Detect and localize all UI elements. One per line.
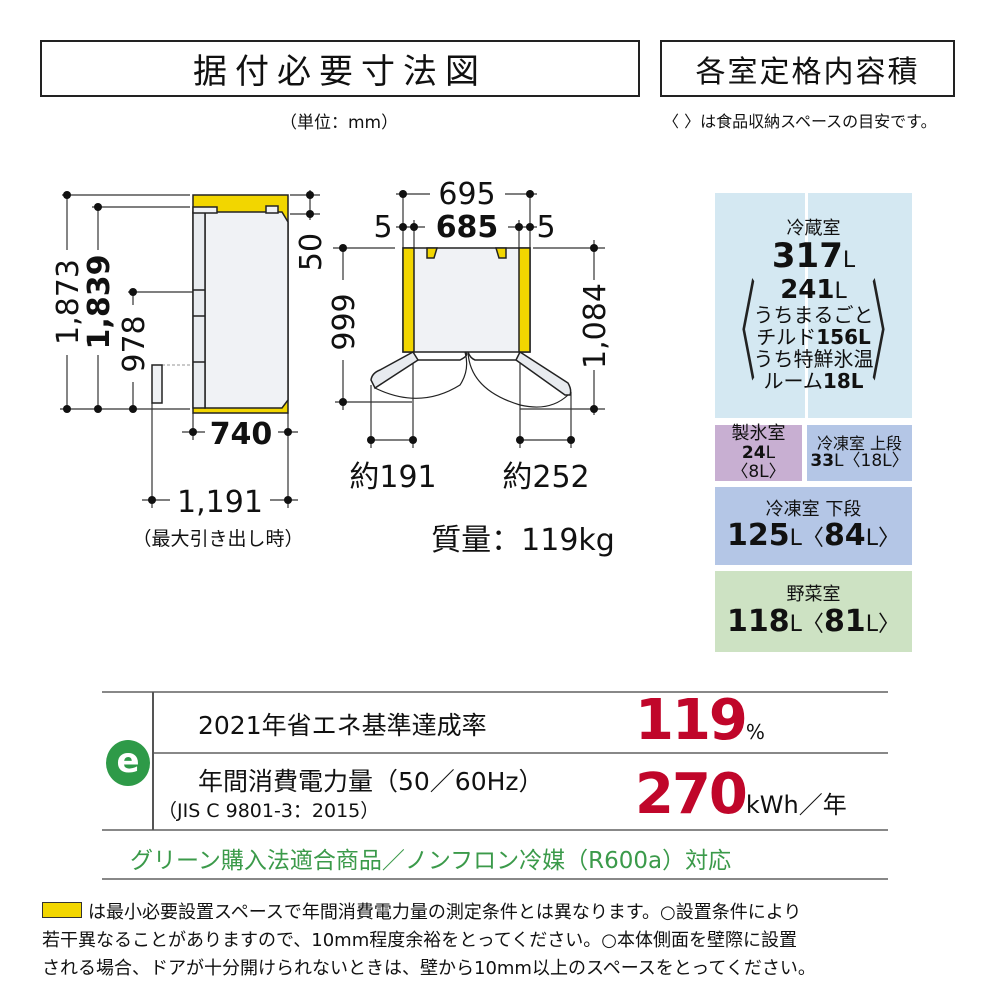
bracket: 〈 (801, 526, 824, 552)
page-title: 据付必要寸法図 (40, 40, 640, 97)
title-text: 据付必要寸法図 (193, 52, 487, 92)
fridge-total: 317 (771, 236, 843, 277)
divider (102, 878, 888, 880)
footer-line-2: 若干異なることがありますので、10mm程度余裕をとってください。○本体側面を壁際… (42, 930, 797, 951)
energy-power-value: 270 (635, 762, 748, 827)
clearance-swatch (42, 902, 82, 918)
panel-vegetable: 野菜室 118L〈81L〉 (715, 571, 912, 652)
footer-line-3: される場合、ドアが十分開けられないときは、壁から10mm以上のスペースをとってく… (42, 958, 816, 979)
energy-rate-unit: % (745, 720, 765, 744)
dim-width-total: 695 (438, 177, 495, 212)
chilled-label-1: うちまるごと (753, 303, 874, 328)
dim-right-door-swing: 約252 (502, 460, 589, 495)
ice-value: 24 (741, 443, 766, 464)
energy-rate-value: 119 (635, 688, 748, 753)
energy-power-label: 年間消費電力量（50／60Hz） (198, 767, 544, 796)
dim-depth-drawer-open: 1,191 (177, 485, 263, 520)
unit: L (834, 278, 847, 304)
energy-rate-label: 2021年省エネ基準達成率 (198, 711, 487, 740)
panel-freezer-lower: 冷凍室 下段 125L〈84L〉 (715, 487, 912, 565)
eco-logo-letter: e (116, 741, 140, 781)
divider (102, 691, 888, 693)
dim-door-depth: 999 (327, 293, 362, 350)
divider (153, 752, 888, 754)
vegetable-storage: 81 (823, 603, 866, 639)
divider (102, 829, 888, 831)
vegetable-label: 野菜室 (786, 584, 841, 606)
unit: L (834, 451, 844, 472)
chilled-value: 156L (816, 325, 871, 350)
panel-freezer-upper: 冷凍室 上段 33L〈18L〉 (807, 425, 912, 481)
freezer-lower-label: 冷凍室 下段 (765, 498, 862, 520)
mass: 質量：119kg (431, 523, 615, 558)
ice-storage: 〈8L〉 (731, 461, 786, 482)
green-purchase-note: グリーン購入法適合商品／ノンフロン冷媒（R600a）対応 (130, 848, 732, 874)
panel-ice: 製氷室 24L〈8L〉 (715, 423, 802, 482)
freezer-upper-label: 冷凍室 上段 (816, 433, 903, 453)
freezer-lower-storage: 84 (823, 518, 866, 554)
footer-line-1: は最小必要設置スペースで年間消費電力量の測定条件とは異なります。○設置条件により (88, 902, 802, 923)
divider (152, 692, 154, 830)
dim-width-body: 685 (436, 210, 499, 245)
unit: L (789, 526, 802, 552)
energy-power-standard: （JIS C 9801-3：2015） (158, 800, 380, 822)
unit: L (789, 611, 802, 637)
bracket: L〉 (865, 526, 900, 552)
freezer-upper-storage: 〈18L〉 (843, 451, 909, 472)
drawer-open-note: （最大引き出し時） (132, 528, 303, 550)
top-view-fridge (370, 247, 572, 408)
fridge-storage: 241 (780, 274, 835, 305)
unit: L (842, 248, 856, 274)
dimension-diagram: 1,873 1,839 978 50 740 1,191 （最大引き出し時） 6… (51, 177, 615, 558)
panel-fridge: 〈 〉 冷蔵室 317L 241L うちまるごと チルド156L うち特鮮氷温 … (715, 193, 912, 418)
special-value: 18L (822, 369, 864, 394)
special-label-1: うち特鮮氷温 (753, 347, 874, 372)
capacity-title-text: 各室定格内容積 (695, 54, 920, 90)
bracket: L〉 (865, 611, 900, 637)
special-label-2: ルーム (763, 369, 823, 394)
dim-side-gap-left: 5 (373, 210, 392, 245)
chilled-label-2: チルド (756, 325, 817, 350)
freezer-lower-value: 125 (727, 518, 790, 554)
capacity-note: 〈 〉は食品収納スペースの目安です。 (663, 112, 937, 131)
dim-door-open-depth: 1,084 (578, 283, 613, 369)
eco-logo: e (106, 740, 150, 786)
dim-depth: 740 (210, 417, 273, 452)
fridge-label: 冷蔵室 (786, 217, 841, 239)
freezer-upper-value: 33 (810, 451, 835, 472)
capacity-title: 各室定格内容積 (660, 40, 955, 97)
dim-height-drawer: 978 (117, 315, 152, 372)
energy-power-unit: kWh／年 (745, 791, 847, 819)
vegetable-value: 118 (727, 603, 790, 639)
dim-side-gap-right: 5 (536, 210, 555, 245)
side-view-fridge (151, 194, 289, 414)
ice-label: 製氷室 (731, 423, 786, 445)
bracket: 〈 (801, 611, 824, 637)
dim-height-body: 1,839 (82, 255, 117, 350)
dim-height-total: 1,873 (51, 259, 86, 345)
unit: L (765, 443, 776, 464)
dim-left-door-swing: 約191 (349, 460, 436, 495)
dim-top-clearance: 50 (294, 233, 329, 271)
unit-note: （単位：mm） (280, 113, 399, 133)
